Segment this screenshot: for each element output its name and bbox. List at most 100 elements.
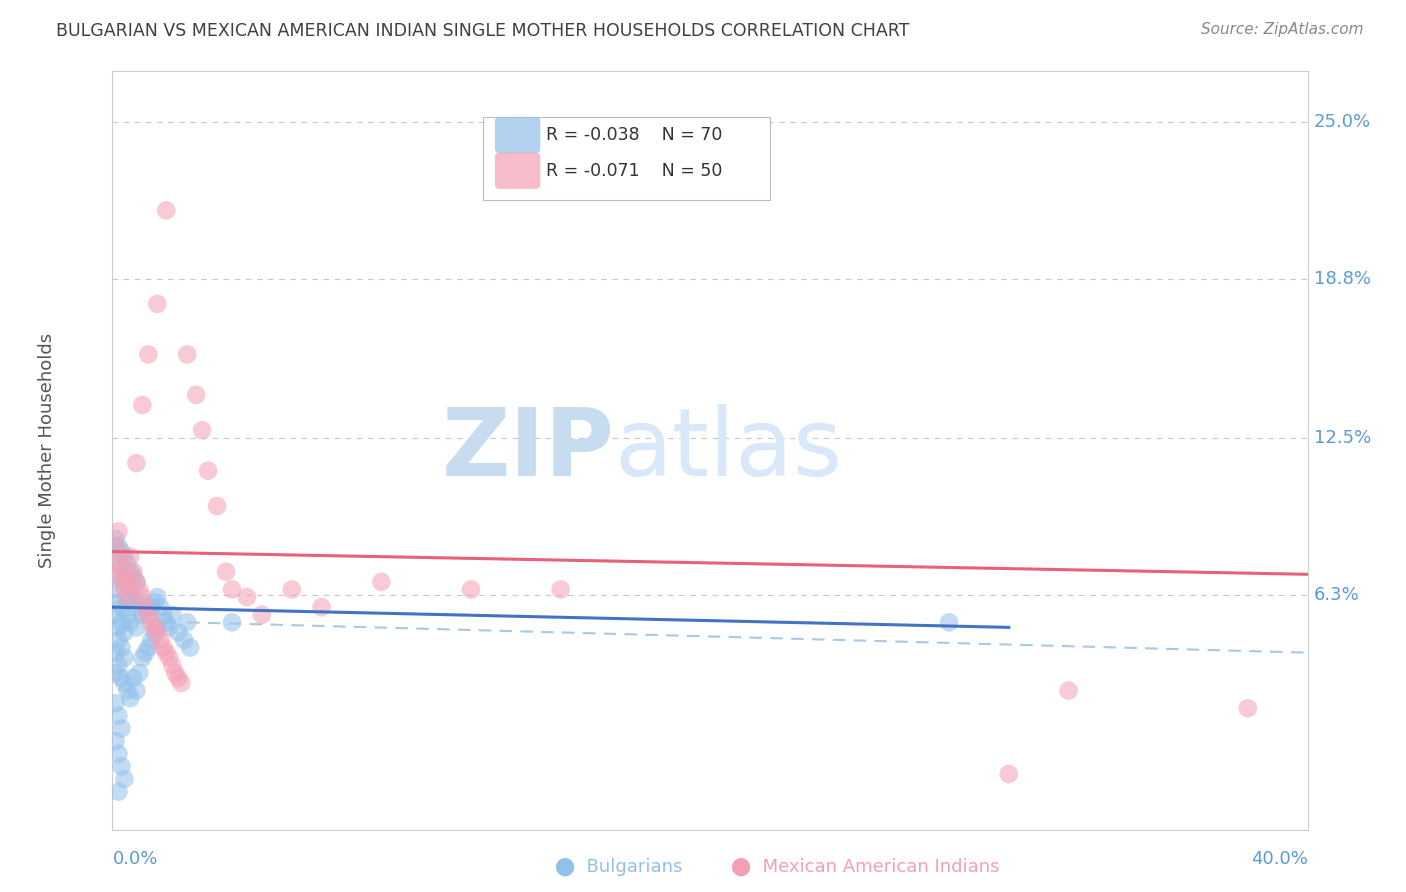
Text: ⬤  Mexican American Indians: ⬤ Mexican American Indians bbox=[731, 858, 1000, 876]
Text: 0.0%: 0.0% bbox=[112, 850, 157, 868]
Point bbox=[104, 734, 127, 748]
Point bbox=[110, 671, 132, 685]
Point bbox=[110, 640, 132, 655]
Point bbox=[179, 640, 201, 655]
Point bbox=[149, 633, 172, 648]
Point bbox=[122, 590, 145, 604]
Point bbox=[170, 676, 193, 690]
Point bbox=[122, 565, 145, 579]
Point bbox=[998, 767, 1021, 781]
Point bbox=[155, 203, 177, 218]
Point bbox=[157, 650, 180, 665]
Text: 25.0%: 25.0% bbox=[1313, 113, 1371, 131]
Point bbox=[141, 600, 163, 615]
Point bbox=[152, 640, 174, 655]
Point bbox=[146, 590, 169, 604]
Point bbox=[125, 574, 148, 589]
Point bbox=[205, 499, 228, 513]
Point bbox=[107, 620, 129, 634]
Point bbox=[120, 549, 142, 564]
Point bbox=[167, 625, 190, 640]
Point bbox=[107, 540, 129, 554]
Point bbox=[125, 456, 148, 470]
Point bbox=[197, 464, 219, 478]
Point bbox=[117, 683, 139, 698]
Point bbox=[110, 615, 132, 630]
Point bbox=[370, 574, 392, 589]
Point bbox=[122, 570, 145, 584]
Point bbox=[176, 347, 198, 361]
Text: atlas: atlas bbox=[614, 404, 842, 497]
Text: Source: ZipAtlas.com: Source: ZipAtlas.com bbox=[1201, 22, 1364, 37]
Point bbox=[311, 600, 333, 615]
Point bbox=[131, 607, 153, 622]
Point bbox=[104, 557, 127, 572]
Point bbox=[110, 544, 132, 558]
Point bbox=[104, 696, 127, 710]
Point bbox=[215, 565, 238, 579]
Point bbox=[117, 607, 139, 622]
Point bbox=[110, 570, 132, 584]
Point bbox=[107, 524, 129, 539]
Point bbox=[120, 615, 142, 630]
Point bbox=[146, 297, 169, 311]
Point bbox=[146, 620, 169, 634]
Point bbox=[134, 600, 156, 615]
Point bbox=[107, 557, 129, 572]
Point bbox=[157, 620, 180, 634]
Point bbox=[143, 595, 166, 609]
Text: ⬤  Bulgarians: ⬤ Bulgarians bbox=[555, 858, 683, 876]
Point bbox=[110, 722, 132, 736]
Point bbox=[131, 650, 153, 665]
Text: 6.3%: 6.3% bbox=[1313, 585, 1360, 604]
Point bbox=[114, 570, 135, 584]
Point bbox=[138, 607, 160, 622]
Point bbox=[117, 595, 139, 609]
Point bbox=[125, 600, 148, 615]
Text: 18.8%: 18.8% bbox=[1313, 269, 1371, 287]
Point bbox=[120, 582, 142, 597]
Point bbox=[110, 759, 132, 773]
Point bbox=[110, 600, 132, 615]
Point bbox=[152, 607, 174, 622]
FancyBboxPatch shape bbox=[484, 117, 770, 201]
Point bbox=[938, 615, 960, 630]
Point bbox=[221, 582, 243, 597]
Point bbox=[107, 747, 129, 761]
Text: ZIP: ZIP bbox=[441, 404, 614, 497]
Point bbox=[107, 785, 129, 799]
Point bbox=[114, 565, 135, 579]
Point bbox=[128, 595, 150, 609]
Point bbox=[125, 683, 148, 698]
Point bbox=[143, 620, 166, 634]
Point bbox=[165, 665, 187, 680]
Point bbox=[114, 650, 135, 665]
FancyBboxPatch shape bbox=[495, 153, 540, 189]
Point bbox=[117, 574, 139, 589]
Point bbox=[107, 633, 129, 648]
Point bbox=[236, 590, 259, 604]
Point bbox=[167, 671, 190, 685]
Point bbox=[1237, 701, 1260, 715]
Point bbox=[138, 640, 160, 655]
Point bbox=[131, 590, 153, 604]
Point bbox=[104, 540, 127, 554]
Point bbox=[117, 590, 139, 604]
Point bbox=[104, 582, 127, 597]
Point bbox=[281, 582, 304, 597]
Point bbox=[114, 676, 135, 690]
Point bbox=[114, 574, 135, 589]
Point bbox=[104, 646, 127, 660]
Point bbox=[176, 615, 198, 630]
Point bbox=[143, 625, 166, 640]
Point bbox=[125, 574, 148, 589]
Point bbox=[186, 388, 208, 402]
Point bbox=[107, 595, 129, 609]
Point bbox=[141, 633, 163, 648]
Point bbox=[104, 607, 127, 622]
Point bbox=[120, 691, 142, 706]
Point bbox=[125, 620, 148, 634]
Point bbox=[114, 549, 135, 564]
Point bbox=[460, 582, 482, 597]
Point bbox=[155, 615, 177, 630]
